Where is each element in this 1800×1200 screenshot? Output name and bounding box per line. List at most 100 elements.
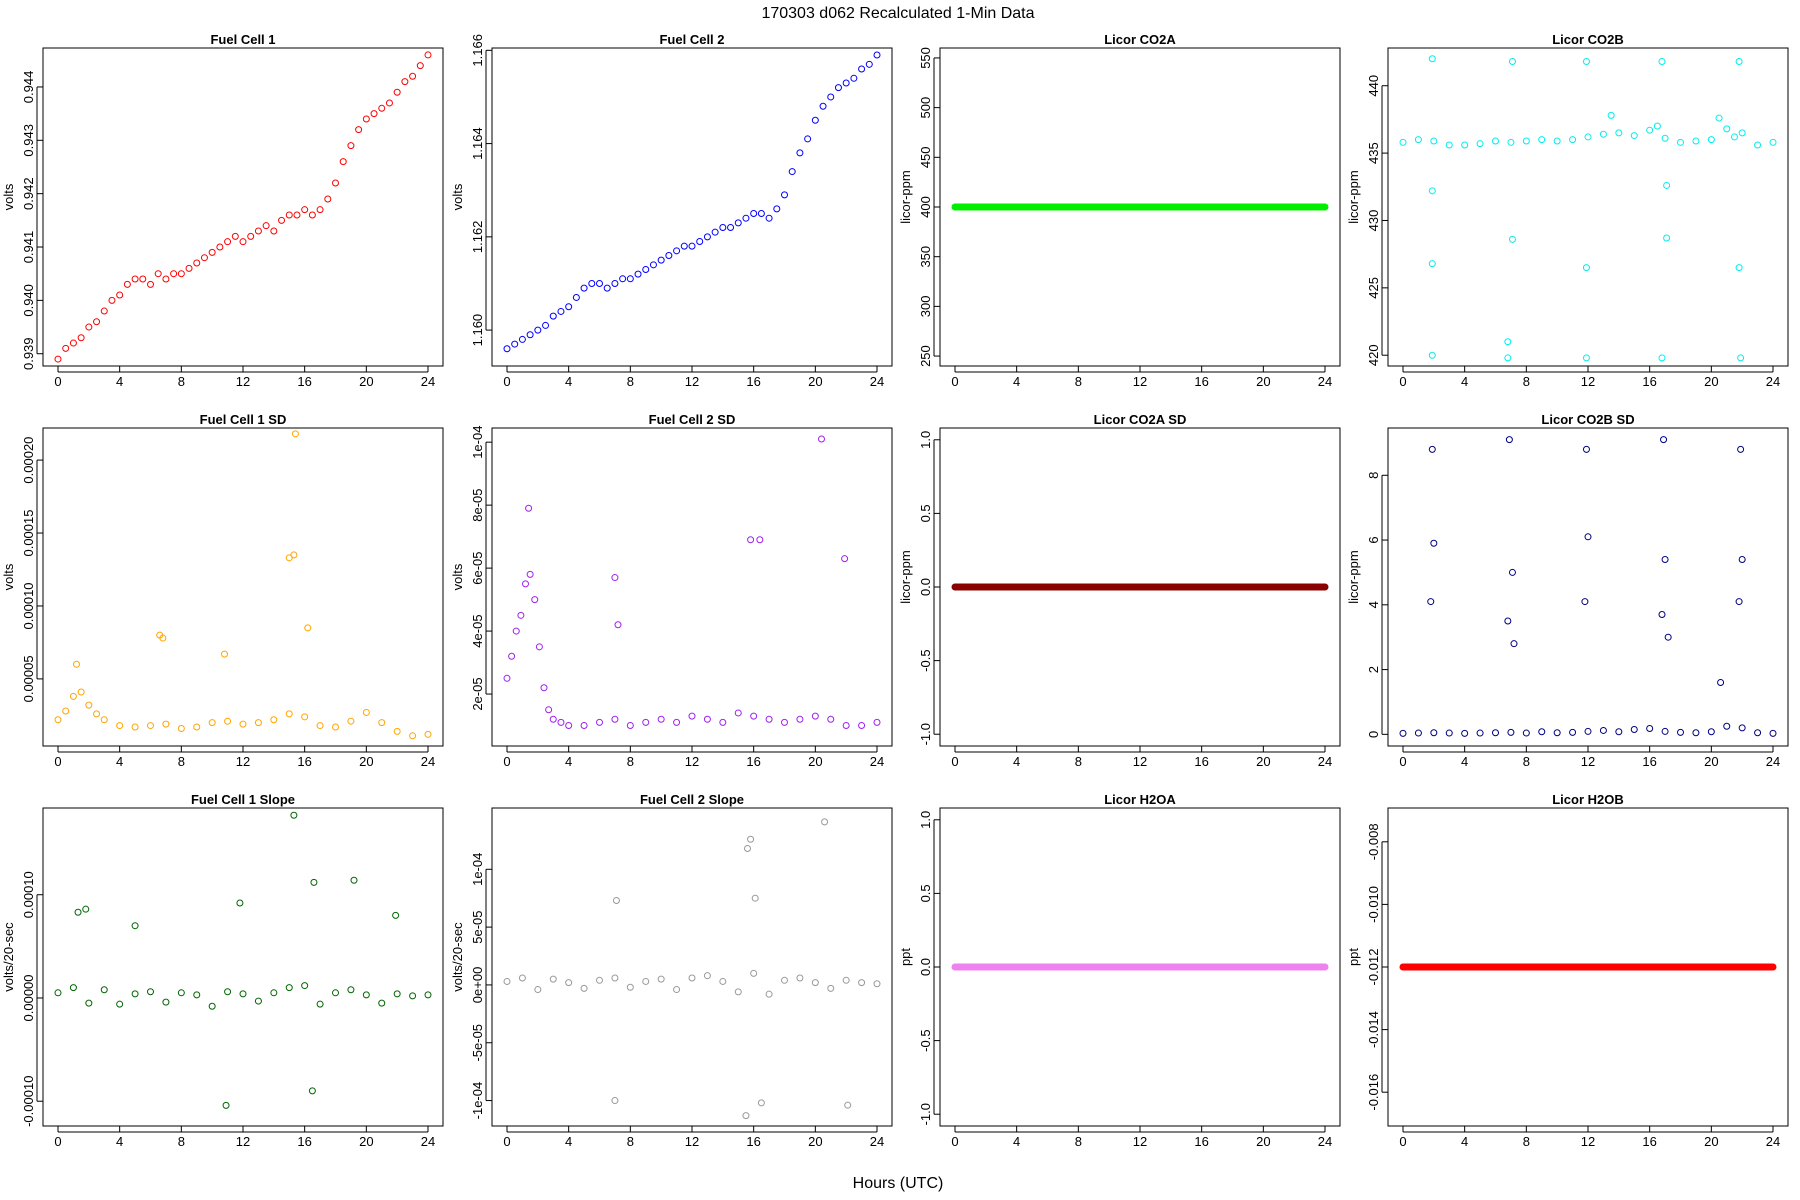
panel-title: Fuel Cell 1	[210, 32, 275, 47]
data-point	[123, 280, 131, 288]
y-tick-label: 0.00005	[21, 655, 36, 702]
x-tick-label: 12	[1133, 374, 1147, 389]
data-point	[1660, 436, 1668, 444]
data-point	[308, 1087, 316, 1095]
data-point	[208, 248, 216, 256]
data-point	[804, 135, 812, 143]
data-point	[827, 984, 835, 992]
data-point	[1582, 445, 1590, 453]
data-point	[1737, 445, 1745, 453]
x-tick-label: 20	[808, 1134, 822, 1149]
data-point	[69, 984, 77, 992]
data-point	[1476, 140, 1484, 148]
data-point	[1658, 611, 1666, 619]
data-point	[82, 905, 90, 913]
panel-title: Licor H2OB	[1552, 792, 1624, 807]
data-point	[1428, 187, 1436, 195]
data-point	[522, 580, 529, 588]
data-point	[642, 265, 650, 273]
data-point	[1584, 727, 1592, 735]
data-point	[401, 78, 409, 86]
x-tick-label: 8	[178, 1134, 185, 1149]
x-tick-label: 20	[1704, 1134, 1718, 1149]
series-fuel-cell-1-sd	[54, 430, 432, 740]
data-point	[393, 727, 401, 735]
data-point	[1738, 555, 1746, 563]
y-tick-label: 0.944	[21, 71, 36, 104]
y-tick-label: 2	[1366, 666, 1381, 673]
data-point	[734, 988, 742, 996]
x-tick-label: 4	[1461, 374, 1468, 389]
data-point	[154, 270, 162, 278]
y-tick-label: 1.160	[470, 314, 485, 347]
data-point	[1653, 122, 1661, 130]
panel-title: Licor H2OA	[1104, 792, 1176, 807]
data-point	[1569, 728, 1577, 736]
panel-licor-h2ob: Licor H2OB 0 4 8 12 16 20 24 -0.016 -0.014 -0.012 -…	[1346, 792, 1789, 1149]
data-point	[254, 997, 262, 1005]
data-point	[580, 284, 588, 292]
data-point	[1505, 436, 1513, 444]
data-point	[221, 650, 228, 658]
y-axis-label: ppt	[1346, 948, 1361, 966]
y-tick-label: 6	[1366, 536, 1381, 543]
data-point	[131, 990, 139, 998]
panel-title: Licor CO2B	[1552, 32, 1624, 47]
data-point	[316, 1000, 324, 1008]
x-tick-label: 20	[359, 754, 373, 769]
data-point	[239, 720, 247, 728]
panel-licor-co2b: Licor CO2B 0 4 8 12 16 20 24 420 425 430 435 440 lico…	[1346, 32, 1789, 389]
y-tick-label: -0.010	[1366, 886, 1381, 923]
data-point	[1769, 138, 1777, 146]
data-point	[711, 228, 719, 236]
data-point	[308, 211, 316, 219]
data-point	[332, 989, 339, 997]
data-point	[1630, 725, 1638, 733]
data-point	[208, 1002, 216, 1010]
data-point	[827, 715, 835, 723]
data-point	[750, 210, 758, 218]
data-point	[1553, 137, 1561, 145]
x-tick-label: 20	[1704, 374, 1718, 389]
data-point	[545, 706, 553, 714]
y-axis-label: volts	[1, 183, 16, 210]
data-point	[131, 723, 139, 731]
panel-licor-co2a: Licor CO2A 0 4 8 12 16 20 24 250 300 350 400 450 500 5…	[898, 32, 1341, 389]
data-point	[750, 969, 758, 977]
figure-x-axis-label: Hours (UTC)	[853, 1175, 944, 1192]
data-point	[742, 1112, 750, 1120]
data-point	[673, 718, 681, 726]
x-tick-label: 4	[565, 1134, 572, 1149]
data-point	[224, 238, 232, 246]
data-point	[858, 722, 866, 730]
data-point	[557, 307, 565, 315]
data-point	[1581, 598, 1589, 606]
data-point	[69, 692, 77, 700]
y-tick-label: 0.941	[21, 231, 36, 264]
data-point	[565, 303, 573, 311]
data-point	[1615, 728, 1623, 736]
data-point	[734, 709, 742, 717]
data-point	[1461, 729, 1469, 737]
y-tick-label: 0.00010	[21, 871, 36, 918]
data-point	[392, 911, 400, 919]
data-point	[131, 922, 139, 930]
data-point	[301, 982, 309, 990]
y-tick-label: 1.162	[470, 221, 485, 254]
data-point	[370, 110, 378, 118]
data-point	[757, 210, 765, 218]
y-tick-label: 0.0	[918, 578, 933, 596]
data-point	[332, 723, 339, 731]
x-tick-label: 16	[1194, 1134, 1208, 1149]
series-licor-co2b	[1399, 55, 1777, 362]
data-point	[301, 713, 309, 721]
y-tick-label: 0.942	[21, 177, 36, 210]
data-point	[1658, 57, 1666, 65]
data-point	[526, 331, 534, 339]
x-tick-label: 16	[297, 1134, 311, 1149]
data-point	[703, 233, 711, 241]
y-tick-label: 0.940	[21, 284, 36, 317]
y-tick-label: 420	[1366, 344, 1381, 366]
data-point	[170, 270, 178, 278]
